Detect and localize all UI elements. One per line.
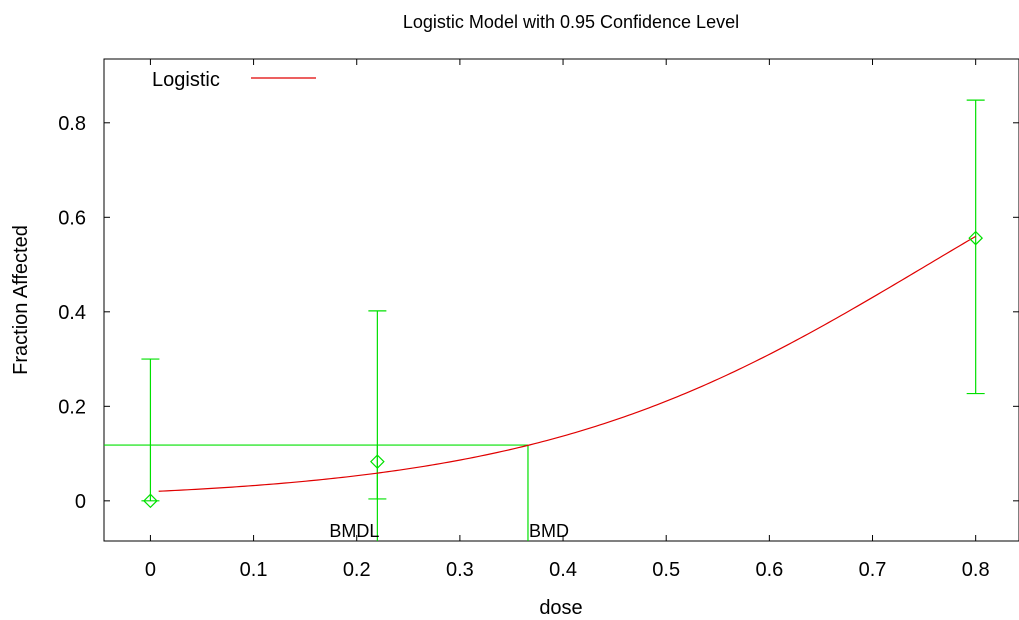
bmdl-label: BMDL (329, 521, 379, 541)
y-tick-label: 0.6 (58, 207, 86, 229)
y-axis-label: Fraction Affected (10, 225, 32, 375)
x-tick-label: 0.7 (859, 559, 887, 581)
x-tick-label: 0.8 (962, 559, 990, 581)
observed-point (143, 493, 158, 509)
x-tick-label: 0.3 (446, 559, 474, 581)
y-tick-label: 0 (75, 491, 86, 513)
plot-frame (103, 58, 1019, 542)
x-tick-label: 0.5 (652, 559, 680, 581)
y-tick-label: 0.4 (58, 302, 86, 324)
x-tick-label: 0.6 (755, 559, 783, 581)
x-tick-label: 0.1 (240, 559, 268, 581)
bmd-label: BMD (529, 521, 569, 541)
chart-title: Logistic Model with 0.95 Confidence Leve… (403, 12, 739, 32)
x-axis: 0 0.1 0.2 0.3 0.4 0.5 0.6 0.7 0.8 (145, 59, 990, 581)
y-tick-label: 0.2 (58, 396, 86, 418)
observed-point (968, 230, 984, 246)
legend: Logistic (152, 69, 316, 91)
legend-label: Logistic (152, 69, 220, 91)
observed-points (143, 230, 984, 509)
x-axis-label: dose (539, 597, 582, 619)
x-tick-label: 0 (145, 559, 156, 581)
error-bars (141, 99, 985, 502)
y-tick-label: 0.8 (58, 113, 86, 135)
observed-point (370, 454, 385, 469)
series-logistic-line (158, 235, 976, 492)
x-tick-label: 0.4 (549, 559, 577, 581)
x-tick-label: 0.2 (343, 559, 371, 581)
y-axis: 0 0.2 0.4 0.6 0.8 (58, 113, 1019, 513)
